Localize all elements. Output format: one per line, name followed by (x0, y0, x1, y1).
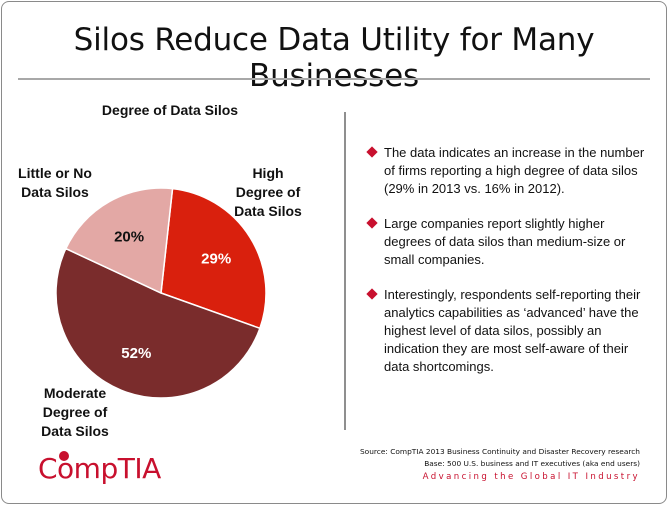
bullet-text: The data indicates an increase in the nu… (384, 145, 645, 196)
bullet-text: Large companies report slightly higher d… (384, 216, 626, 267)
pie-percent-label: 52% (121, 345, 151, 362)
pie-slice (55, 247, 261, 399)
base-line: Base: 500 U.S. business and IT executive… (424, 459, 640, 468)
pie-percent-label: 29% (201, 251, 231, 268)
comptia-logo: CompTIA (38, 452, 161, 485)
red-diamond-icon (366, 146, 378, 158)
bullet-item: The data indicates an increase in the nu… (366, 144, 648, 198)
pie-slice (64, 187, 174, 295)
pie-category-label: Little or No Data Silos (18, 165, 92, 200)
pie-percent-labels: 29% 52% 20% (114, 228, 231, 362)
tagline: Advancing the Global IT Industry (422, 472, 640, 482)
divider (344, 112, 346, 430)
pie-category-label: High Degree of Data Silos (234, 165, 302, 219)
pie-category-labels: High Degree of Data Silos Moderate Degree of… (18, 165, 302, 439)
pie-percent-label: 20% (114, 228, 144, 245)
slide-title: Silos Reduce Data Utility for Many Busin… (73, 22, 595, 94)
chart-title: Degree of Data Silos (101, 102, 239, 118)
bullet-text: Interestingly, respondents self-reportin… (384, 287, 641, 374)
title-rule (18, 78, 650, 80)
red-diamond-icon (366, 217, 378, 229)
logo-dot-icon (59, 451, 69, 461)
source-line: Source: CompTIA 2013 Business Continuity… (359, 447, 640, 456)
pie-slice (160, 187, 267, 330)
bullet-item: Interestingly, respondents self-reportin… (366, 286, 648, 376)
source-note: Source: CompTIA 2013 Business Continuity… (360, 446, 640, 470)
pie-slices (55, 187, 267, 399)
pie-category-label: Moderate Degree of Data Silos (41, 385, 109, 439)
bullet-list: The data indicates an increase in the nu… (366, 144, 648, 393)
red-diamond-icon (366, 288, 378, 300)
bullet-item: Large companies report slightly higher d… (366, 215, 648, 269)
